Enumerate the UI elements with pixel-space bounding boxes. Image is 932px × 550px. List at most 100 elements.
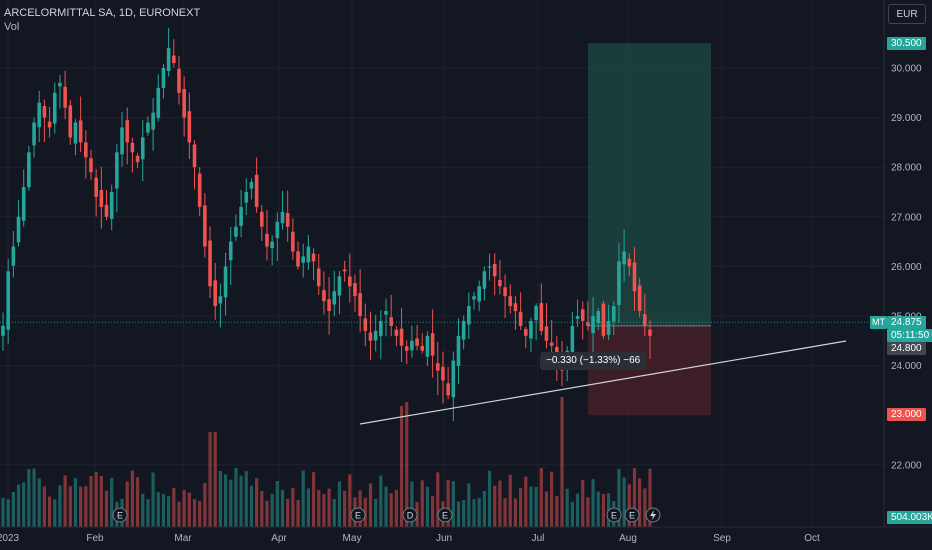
candle-body bbox=[503, 287, 507, 297]
volume-bar bbox=[275, 481, 279, 527]
candle-body bbox=[430, 333, 435, 356]
time-tick-label: Jul bbox=[532, 533, 545, 544]
candle-body bbox=[389, 317, 393, 326]
volume-bar bbox=[498, 480, 502, 527]
volume-bar bbox=[322, 493, 326, 527]
time-tick-label: 2023 bbox=[0, 533, 20, 544]
volume-bar bbox=[368, 483, 373, 527]
candle-body bbox=[109, 192, 114, 219]
volume-bar bbox=[6, 499, 10, 527]
volume-bar bbox=[477, 498, 481, 527]
candle-body bbox=[332, 291, 337, 305]
drawing-overlays bbox=[0, 321, 884, 425]
candle-body bbox=[337, 276, 342, 296]
candle-body bbox=[280, 211, 285, 224]
price-tick-label: 30.000 bbox=[891, 64, 922, 75]
candle-body bbox=[596, 311, 601, 324]
volume-bar bbox=[141, 493, 145, 527]
volume-bar bbox=[544, 491, 549, 527]
candle-body bbox=[156, 87, 161, 118]
candle-body bbox=[415, 338, 419, 346]
volume-bar bbox=[627, 484, 631, 527]
candle-body bbox=[244, 192, 249, 203]
candle-body bbox=[84, 142, 88, 158]
volume-bar bbox=[47, 496, 52, 527]
candle-body bbox=[482, 271, 487, 289]
volume-bar bbox=[58, 485, 62, 527]
candle-body bbox=[130, 142, 135, 153]
candlesticks bbox=[1, 28, 652, 421]
candle-body bbox=[1, 325, 5, 336]
volume-bar bbox=[436, 472, 440, 527]
volume-bar bbox=[384, 486, 388, 527]
event-marker-label: E bbox=[611, 511, 617, 521]
volume-bar bbox=[565, 488, 569, 527]
volume-bar bbox=[643, 488, 647, 527]
candle-body bbox=[203, 205, 207, 247]
price-tick-label: 28.000 bbox=[891, 163, 922, 174]
volume-bar bbox=[27, 469, 31, 527]
candle-body bbox=[513, 303, 518, 312]
price-tick-label: 29.000 bbox=[891, 113, 922, 124]
candle-body bbox=[435, 363, 440, 371]
volume-tag: 504.003K bbox=[887, 511, 932, 524]
candle-body bbox=[451, 360, 456, 398]
volume-bar bbox=[317, 489, 321, 527]
candle-body bbox=[394, 329, 399, 336]
candle-body bbox=[379, 320, 383, 337]
price-tick-label: 24.000 bbox=[891, 361, 922, 372]
volume-bar bbox=[379, 475, 383, 527]
event-marker-label: E bbox=[355, 511, 361, 521]
volume-bar bbox=[161, 493, 166, 527]
volume-label[interactable]: Vol bbox=[4, 21, 20, 33]
candle-body bbox=[648, 329, 652, 336]
volume-bar bbox=[410, 481, 414, 527]
volume-bar bbox=[513, 498, 518, 527]
candle-body bbox=[197, 173, 202, 207]
time-axis[interactable]: 2023 Feb Mar Apr May Jun Jul Aug Sep Oct bbox=[0, 526, 932, 544]
candle-body bbox=[125, 120, 130, 143]
volume-bar bbox=[192, 499, 197, 527]
volume-bar bbox=[135, 477, 140, 527]
time-tick-label: Feb bbox=[86, 533, 104, 544]
candle-body bbox=[172, 55, 176, 64]
candle-body bbox=[177, 68, 181, 93]
candle-body bbox=[89, 158, 93, 173]
volume-bar bbox=[239, 475, 243, 527]
candle-body bbox=[627, 258, 632, 267]
candle-body bbox=[104, 204, 109, 217]
volume-bar bbox=[348, 474, 352, 527]
candle-body bbox=[420, 345, 425, 351]
event-marker-earnings bbox=[112, 507, 128, 523]
event-marker-earnings bbox=[606, 507, 622, 523]
volume-bar bbox=[42, 486, 47, 527]
candle-body bbox=[27, 152, 31, 188]
event-marker-label: E bbox=[629, 511, 635, 521]
long-position-tool[interactable] bbox=[588, 43, 711, 416]
time-tick-label: Jun bbox=[436, 533, 452, 544]
volume-bar bbox=[374, 498, 378, 527]
candle-body bbox=[508, 296, 513, 307]
price-axis[interactable]: 30.00029.00028.00027.00026.00025.00024.0… bbox=[883, 0, 922, 527]
candle-body bbox=[477, 286, 481, 302]
event-marker-dividend bbox=[402, 507, 418, 523]
candle-body bbox=[187, 111, 192, 143]
candle-body bbox=[410, 340, 414, 351]
time-tick-label: Oct bbox=[804, 533, 820, 544]
volume-bar bbox=[524, 476, 528, 527]
volume-bar bbox=[503, 498, 507, 527]
volume-bar bbox=[363, 497, 367, 527]
symbol-title[interactable]: ARCELORMITTAL SA, 1D, EURONEXT bbox=[4, 7, 201, 19]
candle-body bbox=[78, 120, 83, 143]
candle-body bbox=[32, 122, 36, 146]
candle-body bbox=[115, 152, 119, 189]
candle-body bbox=[425, 335, 430, 357]
currency-button[interactable]: EUR bbox=[888, 4, 926, 24]
event-marker-earnings bbox=[624, 507, 640, 523]
volume-bar bbox=[301, 470, 305, 527]
candle-body bbox=[166, 48, 171, 72]
volume-bar bbox=[581, 479, 585, 527]
volume-bar bbox=[125, 481, 129, 527]
lightning-icon-glyph bbox=[650, 510, 656, 520]
